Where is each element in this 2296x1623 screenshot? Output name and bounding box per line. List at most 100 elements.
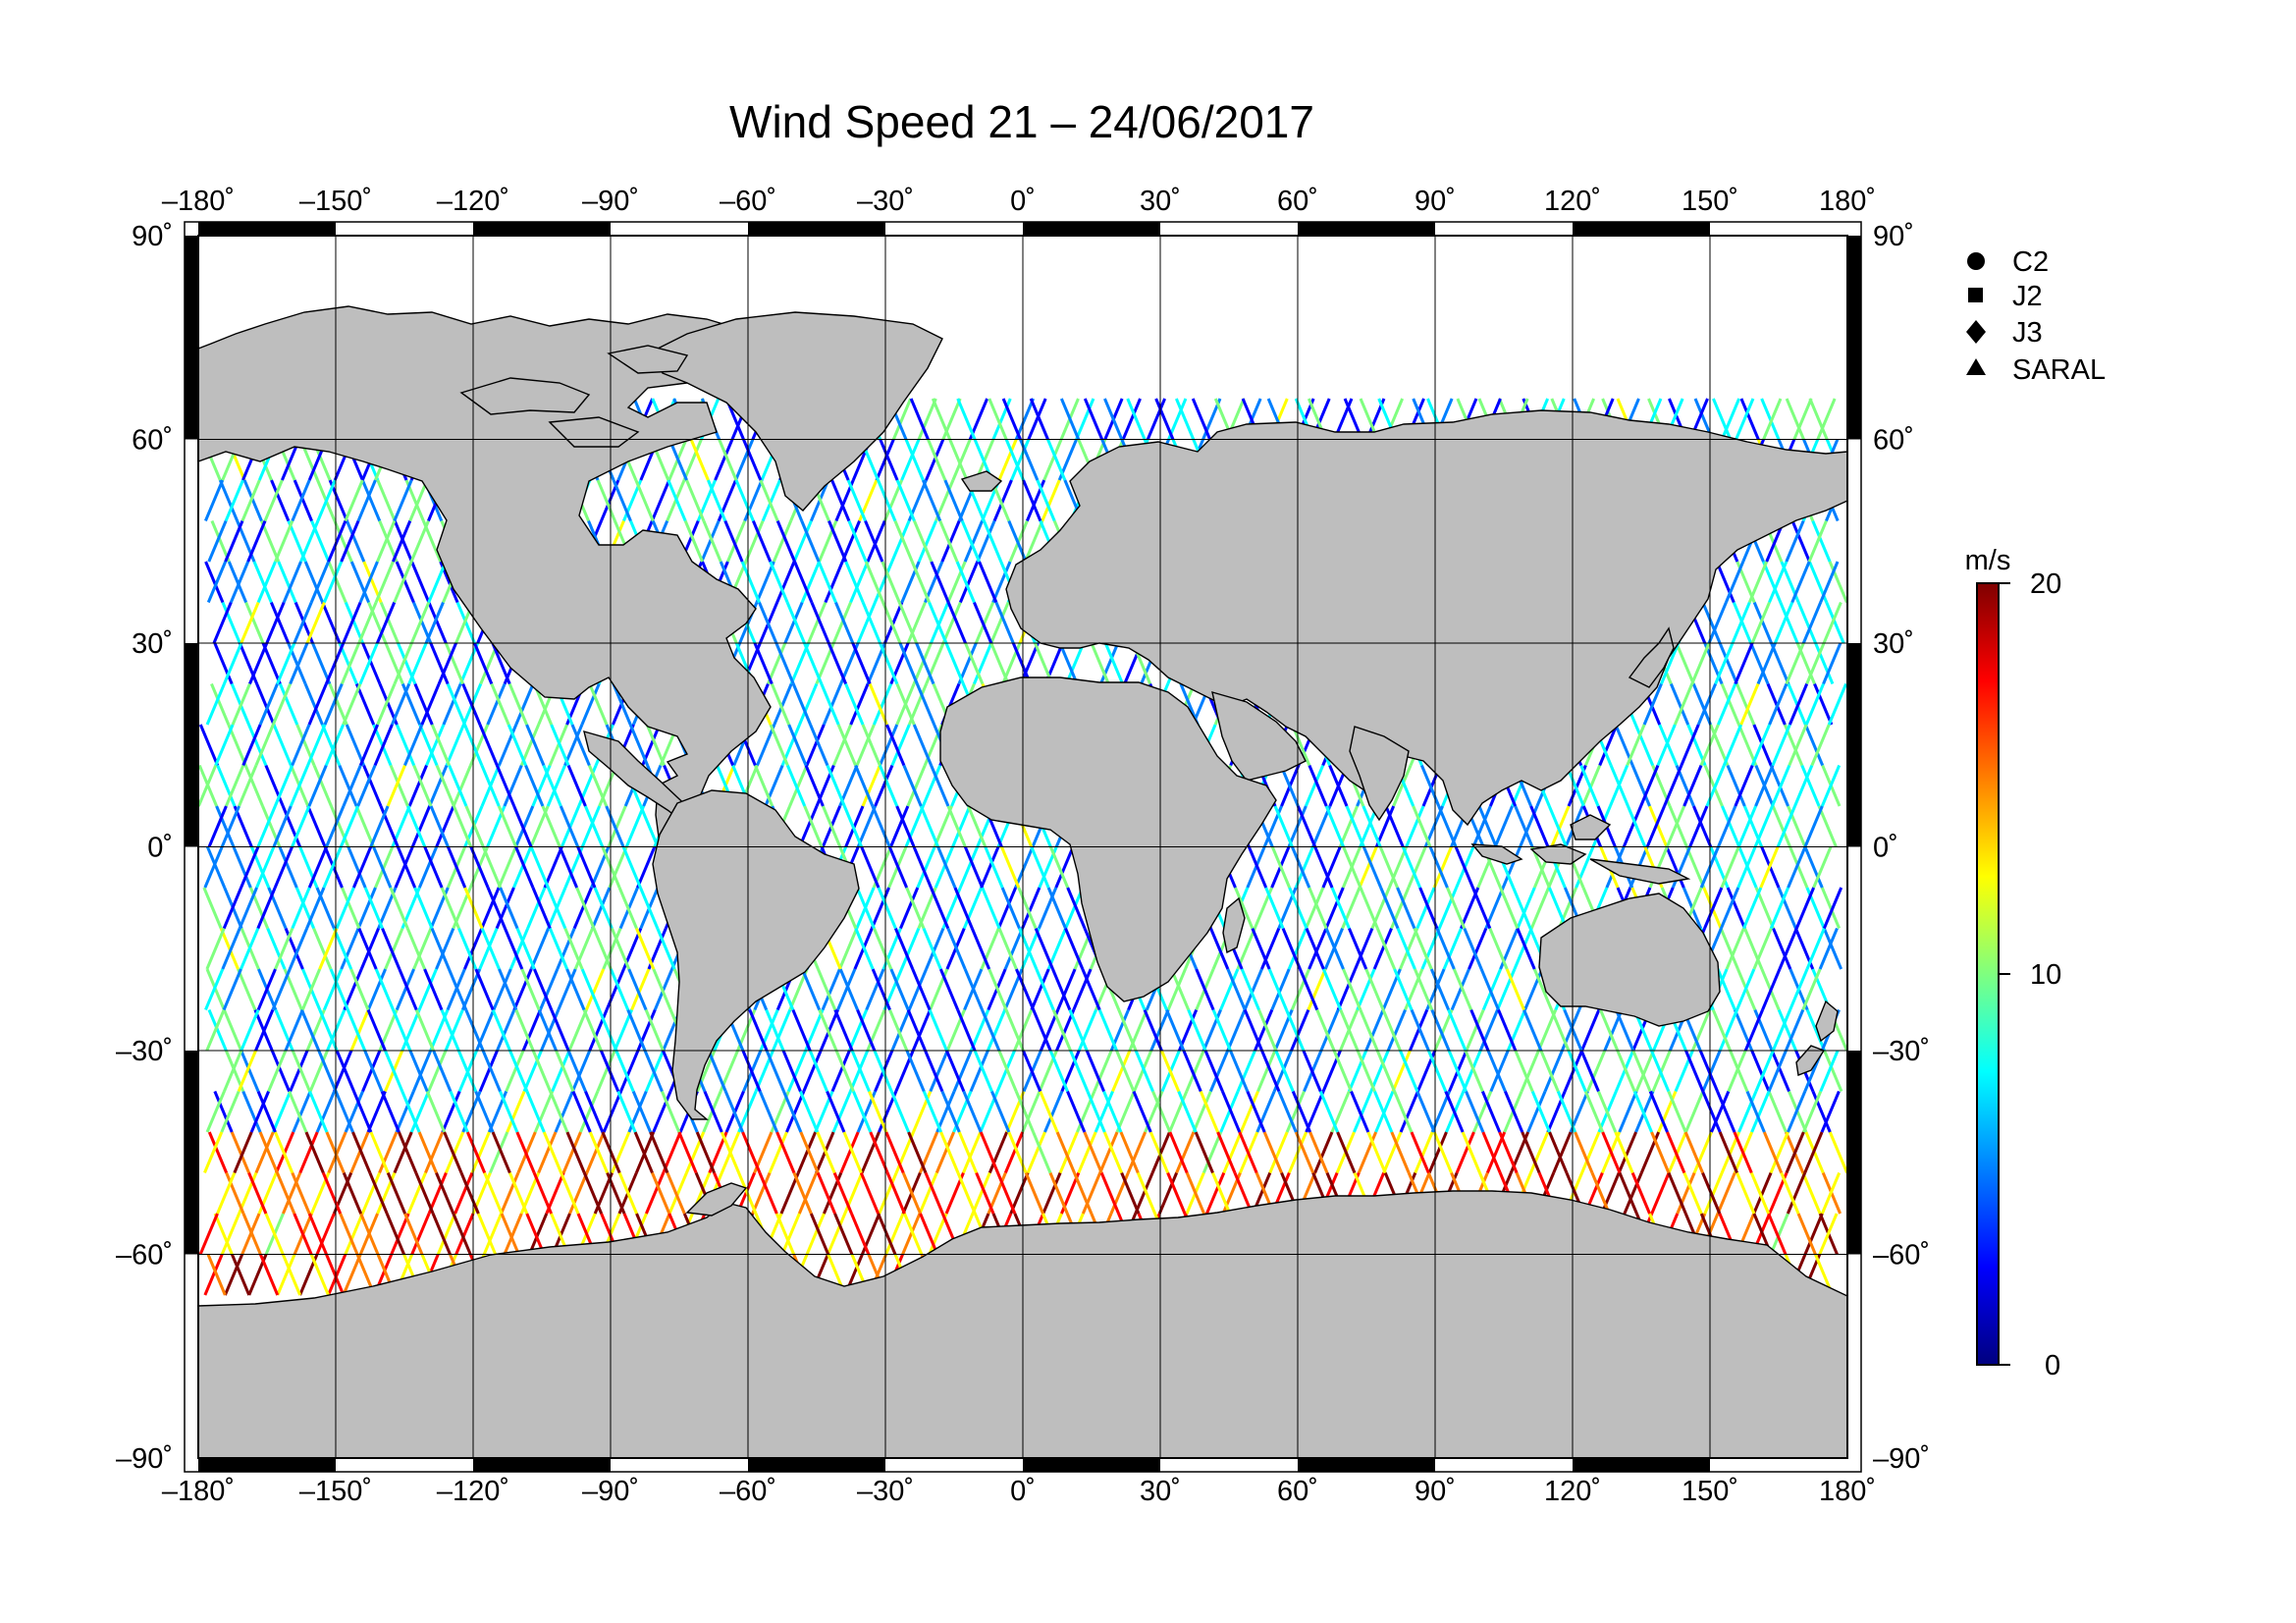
track-segment [298,1131,319,1174]
track-segment [409,519,430,563]
lon-tick-label-top: –180˚ [162,186,235,217]
track-segment [1017,887,1038,930]
track-segment [359,1213,380,1256]
track-segment [1039,1090,1059,1133]
track-segment [1066,887,1087,930]
track-segment [656,927,676,970]
track-segment [772,1008,792,1052]
track-segment [1000,887,1021,930]
track-segment [820,682,840,726]
track-segment [537,1008,558,1052]
track-segment [358,561,379,604]
track-segment [751,519,773,563]
track-segment [514,1008,535,1052]
track-segment [822,805,842,848]
track-segment [1529,1131,1550,1174]
track-segment [1788,682,1809,726]
track-segment [1563,1050,1583,1093]
lon-tick-label-top: 30˚ [1140,186,1181,217]
track-segment [230,1253,251,1296]
track-segment [1085,1050,1105,1093]
track-segment [1462,1050,1482,1093]
track-segment [1750,724,1771,767]
track-segment [1520,1050,1540,1093]
track-segment [584,805,605,848]
track-segment [588,1131,610,1174]
track-segment [596,479,616,522]
track-segment [1115,1090,1136,1133]
track-segment [677,1131,698,1174]
track-segment [912,642,933,685]
track-segment [307,682,328,726]
track-segment [667,438,688,481]
track-segment [1308,927,1328,970]
track-segment [1174,398,1196,441]
track-segment [765,1050,785,1093]
track-segment [861,724,881,767]
track-segment [414,1171,435,1215]
track-segment [272,805,293,848]
track-segment [842,805,864,848]
track-segment [1182,1050,1202,1093]
track-segment [1382,1131,1403,1174]
track-segment [1304,764,1325,807]
track-segment [1807,519,1828,563]
track-segment [1673,682,1694,726]
track-segment [913,519,934,563]
track-segment [276,1171,296,1215]
track-segment [403,724,424,767]
track-segment [1073,1171,1094,1215]
track-segment [1742,887,1763,930]
landmass-arabia [1211,691,1307,782]
track-segment [1586,1050,1607,1093]
track-segment [973,642,993,685]
track-segment [539,968,560,1011]
track-segment [981,887,1001,930]
track-segment [714,438,734,481]
track-segment [514,805,535,848]
track-segment [826,764,846,807]
track-segment [1412,805,1432,848]
track-segment [246,519,267,563]
track-segment [1514,1050,1534,1093]
track-segment [525,724,546,767]
track-segment [449,1090,469,1133]
track-segment [580,805,602,848]
track-segment [1313,845,1334,889]
track-segment [1268,1131,1289,1174]
track-segment [1342,845,1362,889]
track-segment [621,845,642,889]
track-segment [751,1171,772,1215]
track-segment [915,642,935,685]
track-segment [980,927,1000,970]
track-segment [1003,1131,1025,1174]
track-segment [225,764,245,807]
track-segment [1729,1050,1749,1093]
track-segment [700,519,721,563]
track-segment [601,1131,621,1174]
track-segment [1707,601,1728,644]
track-segment [304,1131,325,1174]
track-segment [1632,1090,1653,1133]
track-segment [988,968,1008,1011]
track-segment [816,1171,836,1215]
track-segment [489,1131,509,1174]
track-segment [1442,927,1463,970]
track-segment [890,1008,911,1052]
track-segment [628,724,649,767]
track-segment [791,1008,812,1052]
track-segment [1631,1050,1652,1093]
track-segment [945,1050,966,1093]
track-segment [1454,845,1474,889]
track-segment [1513,927,1533,970]
track-segment [413,887,434,930]
track-segment [1813,682,1834,726]
track-segment [1825,601,1845,644]
track-segment [240,601,260,644]
track-segment [1205,1171,1226,1215]
track-segment [922,1090,942,1133]
track-segment [1770,642,1790,685]
track-segment [1488,927,1509,970]
track-segment [461,968,482,1011]
track-segment [271,968,292,1011]
